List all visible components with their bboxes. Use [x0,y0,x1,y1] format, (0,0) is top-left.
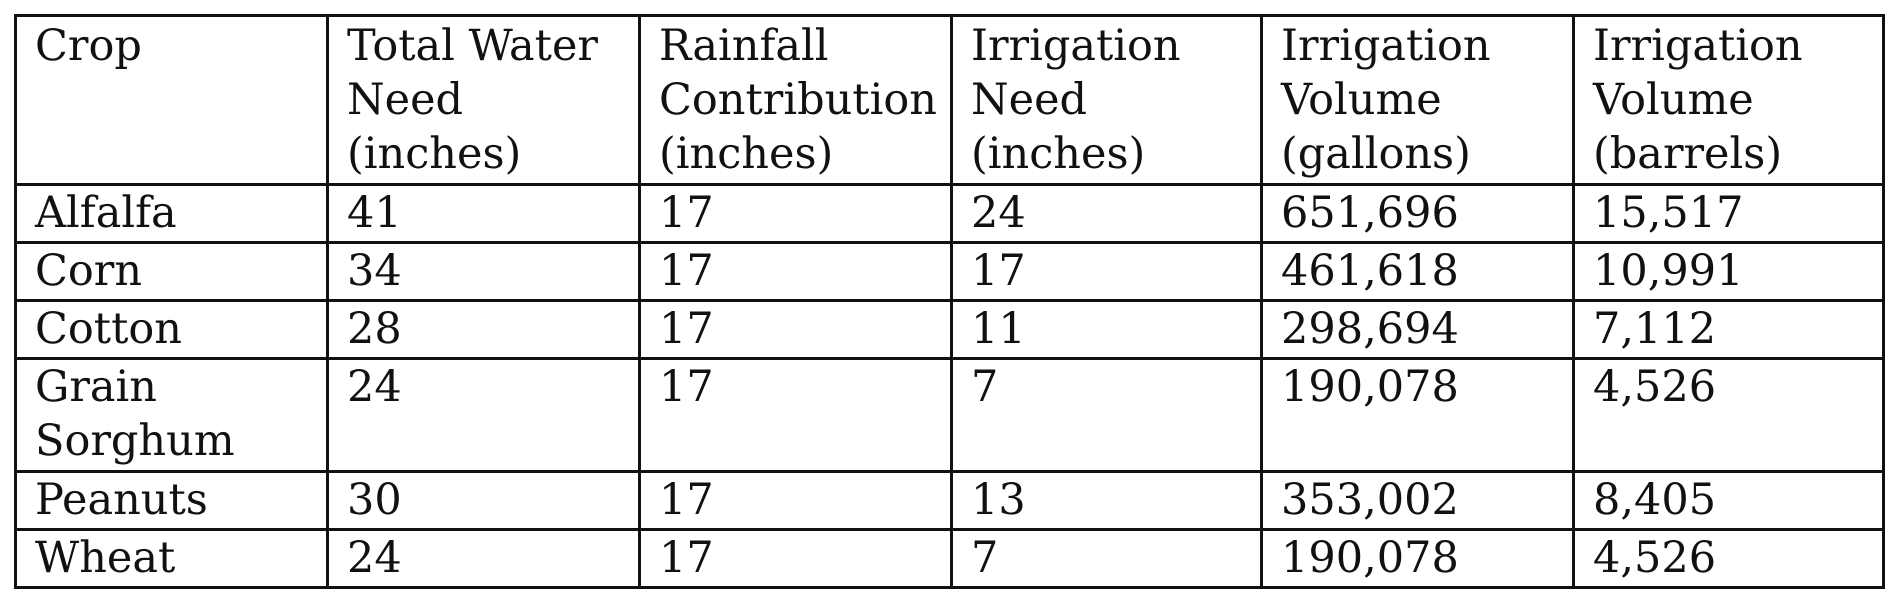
cell-rainfall-contribution: 17 [638,241,953,302]
cell-rainfall-contribution: 17 [638,357,953,473]
cell-irrigation-volume-gallons: 353,002 [1260,470,1575,531]
table-row: Corn 34 17 17 461,618 10,991 [14,241,1885,302]
cell-irrigation-need: 7 [950,528,1263,589]
cell-irrigation-need: 13 [950,470,1263,531]
header-irrigation-need: Irrigation Need (inches) [950,14,1263,186]
table-header-row: Crop Total Water Need (inches) Rainfall … [14,14,1885,186]
cell-crop: Wheat [14,528,329,589]
cell-irrigation-need: 11 [950,299,1263,360]
cell-total-water-need: 34 [326,241,641,302]
cell-rainfall-contribution: 17 [638,299,953,360]
cell-crop: Peanuts [14,470,329,531]
cell-irrigation-volume-barrels: 4,526 [1572,357,1885,473]
table-row: Cotton 28 17 11 298,694 7,112 [14,299,1885,360]
table-row: Alfalfa 41 17 24 651,696 15,517 [14,183,1885,244]
cell-total-water-need: 24 [326,528,641,589]
table-row: Peanuts 30 17 13 353,002 8,405 [14,470,1885,531]
cell-irrigation-need: 17 [950,241,1263,302]
cell-crop: Cotton [14,299,329,360]
cell-total-water-need: 28 [326,299,641,360]
cell-irrigation-volume-gallons: 461,618 [1260,241,1575,302]
cell-irrigation-volume-barrels: 10,991 [1572,241,1885,302]
cell-crop: Alfalfa [14,183,329,244]
cell-total-water-need: 24 [326,357,641,473]
cell-irrigation-volume-gallons: 190,078 [1260,528,1575,589]
header-total-water-need: Total Water Need (inches) [326,14,641,186]
header-irrigation-volume-barrels: Irrigation Volume (barrels) [1572,14,1885,186]
cell-irrigation-volume-gallons: 298,694 [1260,299,1575,360]
table-row: Grain Sorghum 24 17 7 190,078 4,526 [14,357,1885,473]
header-irrigation-volume-gallons: Irrigation Volume (gallons) [1260,14,1575,186]
cell-irrigation-volume-gallons: 651,696 [1260,183,1575,244]
cell-irrigation-volume-barrels: 7,112 [1572,299,1885,360]
table-row: Wheat 24 17 7 190,078 4,526 [14,528,1885,589]
cell-rainfall-contribution: 17 [638,528,953,589]
cell-crop: Grain Sorghum [14,357,329,473]
cell-irrigation-volume-barrels: 4,526 [1572,528,1885,589]
cell-total-water-need: 30 [326,470,641,531]
cell-irrigation-volume-barrels: 8,405 [1572,470,1885,531]
cell-irrigation-need: 24 [950,183,1263,244]
cell-irrigation-volume-barrels: 15,517 [1572,183,1885,244]
header-rainfall-contribution: Rainfall Contribution (inches) [638,14,953,186]
cell-rainfall-contribution: 17 [638,183,953,244]
header-crop: Crop [14,14,329,186]
cell-crop: Corn [14,241,329,302]
cell-total-water-need: 41 [326,183,641,244]
cell-irrigation-need: 7 [950,357,1263,473]
crop-water-table-container: Crop Total Water Need (inches) Rainfall … [14,14,1885,589]
crop-water-table: Crop Total Water Need (inches) Rainfall … [14,14,1885,589]
cell-irrigation-volume-gallons: 190,078 [1260,357,1575,473]
cell-rainfall-contribution: 17 [638,470,953,531]
